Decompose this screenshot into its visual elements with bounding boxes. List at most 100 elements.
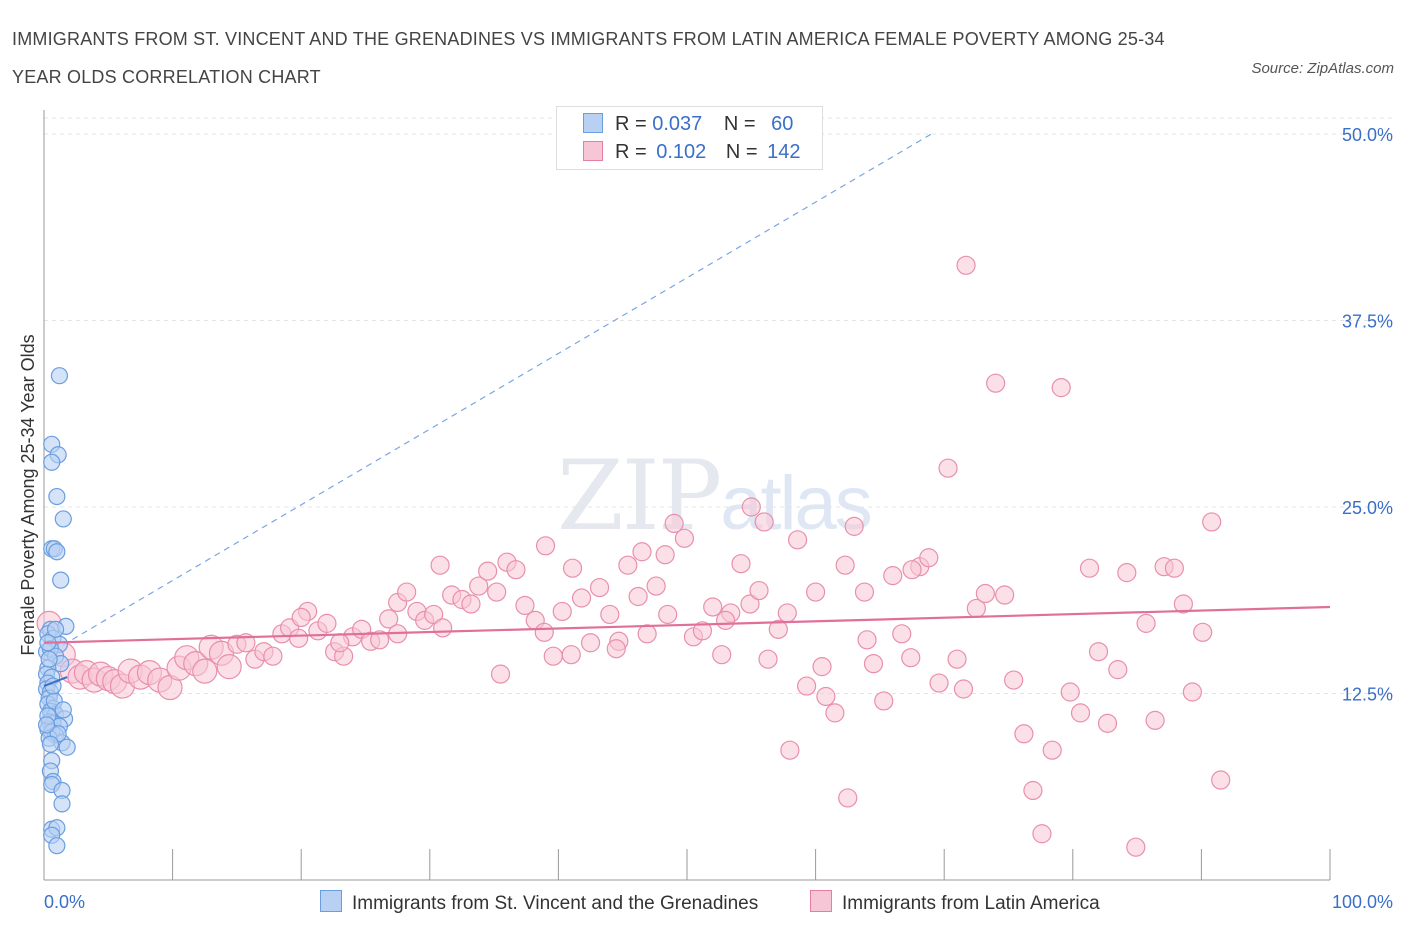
pink-point: [552, 601, 572, 622]
pink-point: [825, 703, 845, 723]
pink-trend-group: [43, 605, 1331, 644]
pink-point: [863, 654, 884, 674]
blue-point: [48, 837, 66, 855]
blue-r-label: R =: [615, 113, 647, 135]
pink-points: [36, 255, 1231, 857]
blue-point: [58, 738, 76, 756]
chart-title: IMMIGRANTS FROM ST. VINCENT AND THE GREN…: [12, 20, 1212, 96]
pink-point: [487, 582, 507, 602]
pink-point: [571, 588, 592, 608]
pink-point: [534, 622, 554, 642]
pink-point: [600, 604, 620, 625]
pink-point: [1117, 563, 1137, 583]
pink-point: [986, 373, 1006, 393]
pink-point: [658, 604, 678, 625]
pink-point: [506, 560, 526, 580]
y-tick-label-3: 50.0%: [1342, 125, 1393, 145]
pink-n-value: 142: [767, 141, 801, 163]
pink-point: [956, 255, 976, 275]
pink-point: [515, 595, 535, 616]
pink-point: [632, 542, 652, 562]
pink-point: [330, 633, 350, 653]
blue-point: [40, 650, 58, 668]
pink-point: [995, 585, 1015, 605]
pink-point: [478, 561, 498, 581]
pink-point: [1088, 642, 1109, 662]
pink-point: [731, 554, 751, 574]
pink-point: [291, 607, 311, 628]
pink-point: [715, 610, 736, 630]
pink-point: [216, 654, 242, 680]
legend-label-st-vincent: Immigrants from St. Vincent and the Gren…: [352, 893, 759, 914]
y-tick-label-0: 12.5%: [1342, 685, 1393, 705]
blue-point: [54, 701, 72, 719]
pink-point: [929, 673, 949, 693]
pink-point: [758, 649, 778, 669]
pink-point: [618, 555, 638, 575]
pink-point: [637, 624, 657, 644]
blue-point: [48, 487, 66, 506]
chart-title-line1: IMMIGRANTS FROM ST. VINCENT AND THE GREN…: [12, 29, 1165, 49]
pink-point: [816, 686, 836, 707]
pink-point: [749, 580, 769, 601]
pink-point: [580, 633, 601, 653]
pink-point: [975, 583, 995, 604]
pink-point: [902, 560, 922, 580]
legend-item-st-vincent: Immigrants from St. Vincent and the Gren…: [320, 890, 758, 915]
legend-label-latin-america: Immigrants from Latin America: [842, 893, 1100, 914]
pink-point: [370, 630, 390, 650]
pink-point: [1032, 824, 1052, 844]
pink-point: [606, 639, 626, 659]
stats-legend: R = 0.037 N = 60 R = 0.102 N = 142: [556, 106, 823, 170]
blue-n-label: N =: [723, 113, 756, 135]
pink-point: [780, 740, 800, 760]
pink-point: [1202, 512, 1222, 532]
pink-point: [712, 645, 732, 665]
pink-swatch: [583, 141, 603, 161]
y-axis-label: Female Poverty Among 25-34 Year Olds: [18, 334, 38, 655]
pink-point: [589, 577, 610, 598]
pink-point: [703, 597, 723, 617]
pink-point: [655, 545, 675, 565]
pink-point: [461, 594, 481, 614]
axis-labels: 12.5% 25.0% 37.5% 50.0% 0.0% 100.0% Female Pov…: [18, 125, 1393, 912]
pink-point: [424, 604, 444, 625]
pink-point: [901, 648, 921, 668]
pink-point: [857, 630, 877, 650]
pink-point: [289, 628, 309, 648]
pink-point: [535, 536, 556, 556]
pink-point: [1070, 703, 1091, 723]
pink-point: [844, 516, 864, 536]
watermark-zip: ZIP: [557, 440, 722, 552]
pink-point: [1060, 682, 1080, 702]
pink-point: [835, 555, 855, 575]
pink-point: [1042, 740, 1062, 760]
pink-point: [1023, 780, 1043, 801]
pink-point: [674, 528, 695, 548]
pink-point: [919, 548, 939, 568]
pink-point: [1079, 558, 1100, 578]
legend-item-latin-america: Immigrants from Latin America: [810, 890, 1100, 915]
pink-point: [854, 582, 875, 602]
pink-point: [664, 513, 684, 534]
pink-point: [1164, 558, 1184, 578]
pink-point: [812, 657, 832, 677]
blue-points: [37, 367, 76, 855]
pink-point: [692, 621, 713, 641]
blue-point: [37, 716, 56, 734]
pink-point: [192, 658, 218, 684]
pink-point: [838, 788, 858, 808]
stats-legend-row-blue: R = 0.037 N = 60: [583, 113, 793, 137]
pink-point: [768, 619, 788, 639]
pink-point: [787, 530, 808, 550]
y-tick-label-2: 37.5%: [1342, 312, 1393, 332]
pink-point: [1173, 594, 1193, 614]
pink-point: [740, 594, 760, 614]
pink-point: [953, 679, 974, 699]
blue-point: [48, 543, 66, 561]
pink-point: [1193, 622, 1213, 642]
blue-r-value: 0.037: [652, 113, 703, 135]
pink-point: [490, 664, 511, 684]
pink-point: [1004, 670, 1024, 690]
